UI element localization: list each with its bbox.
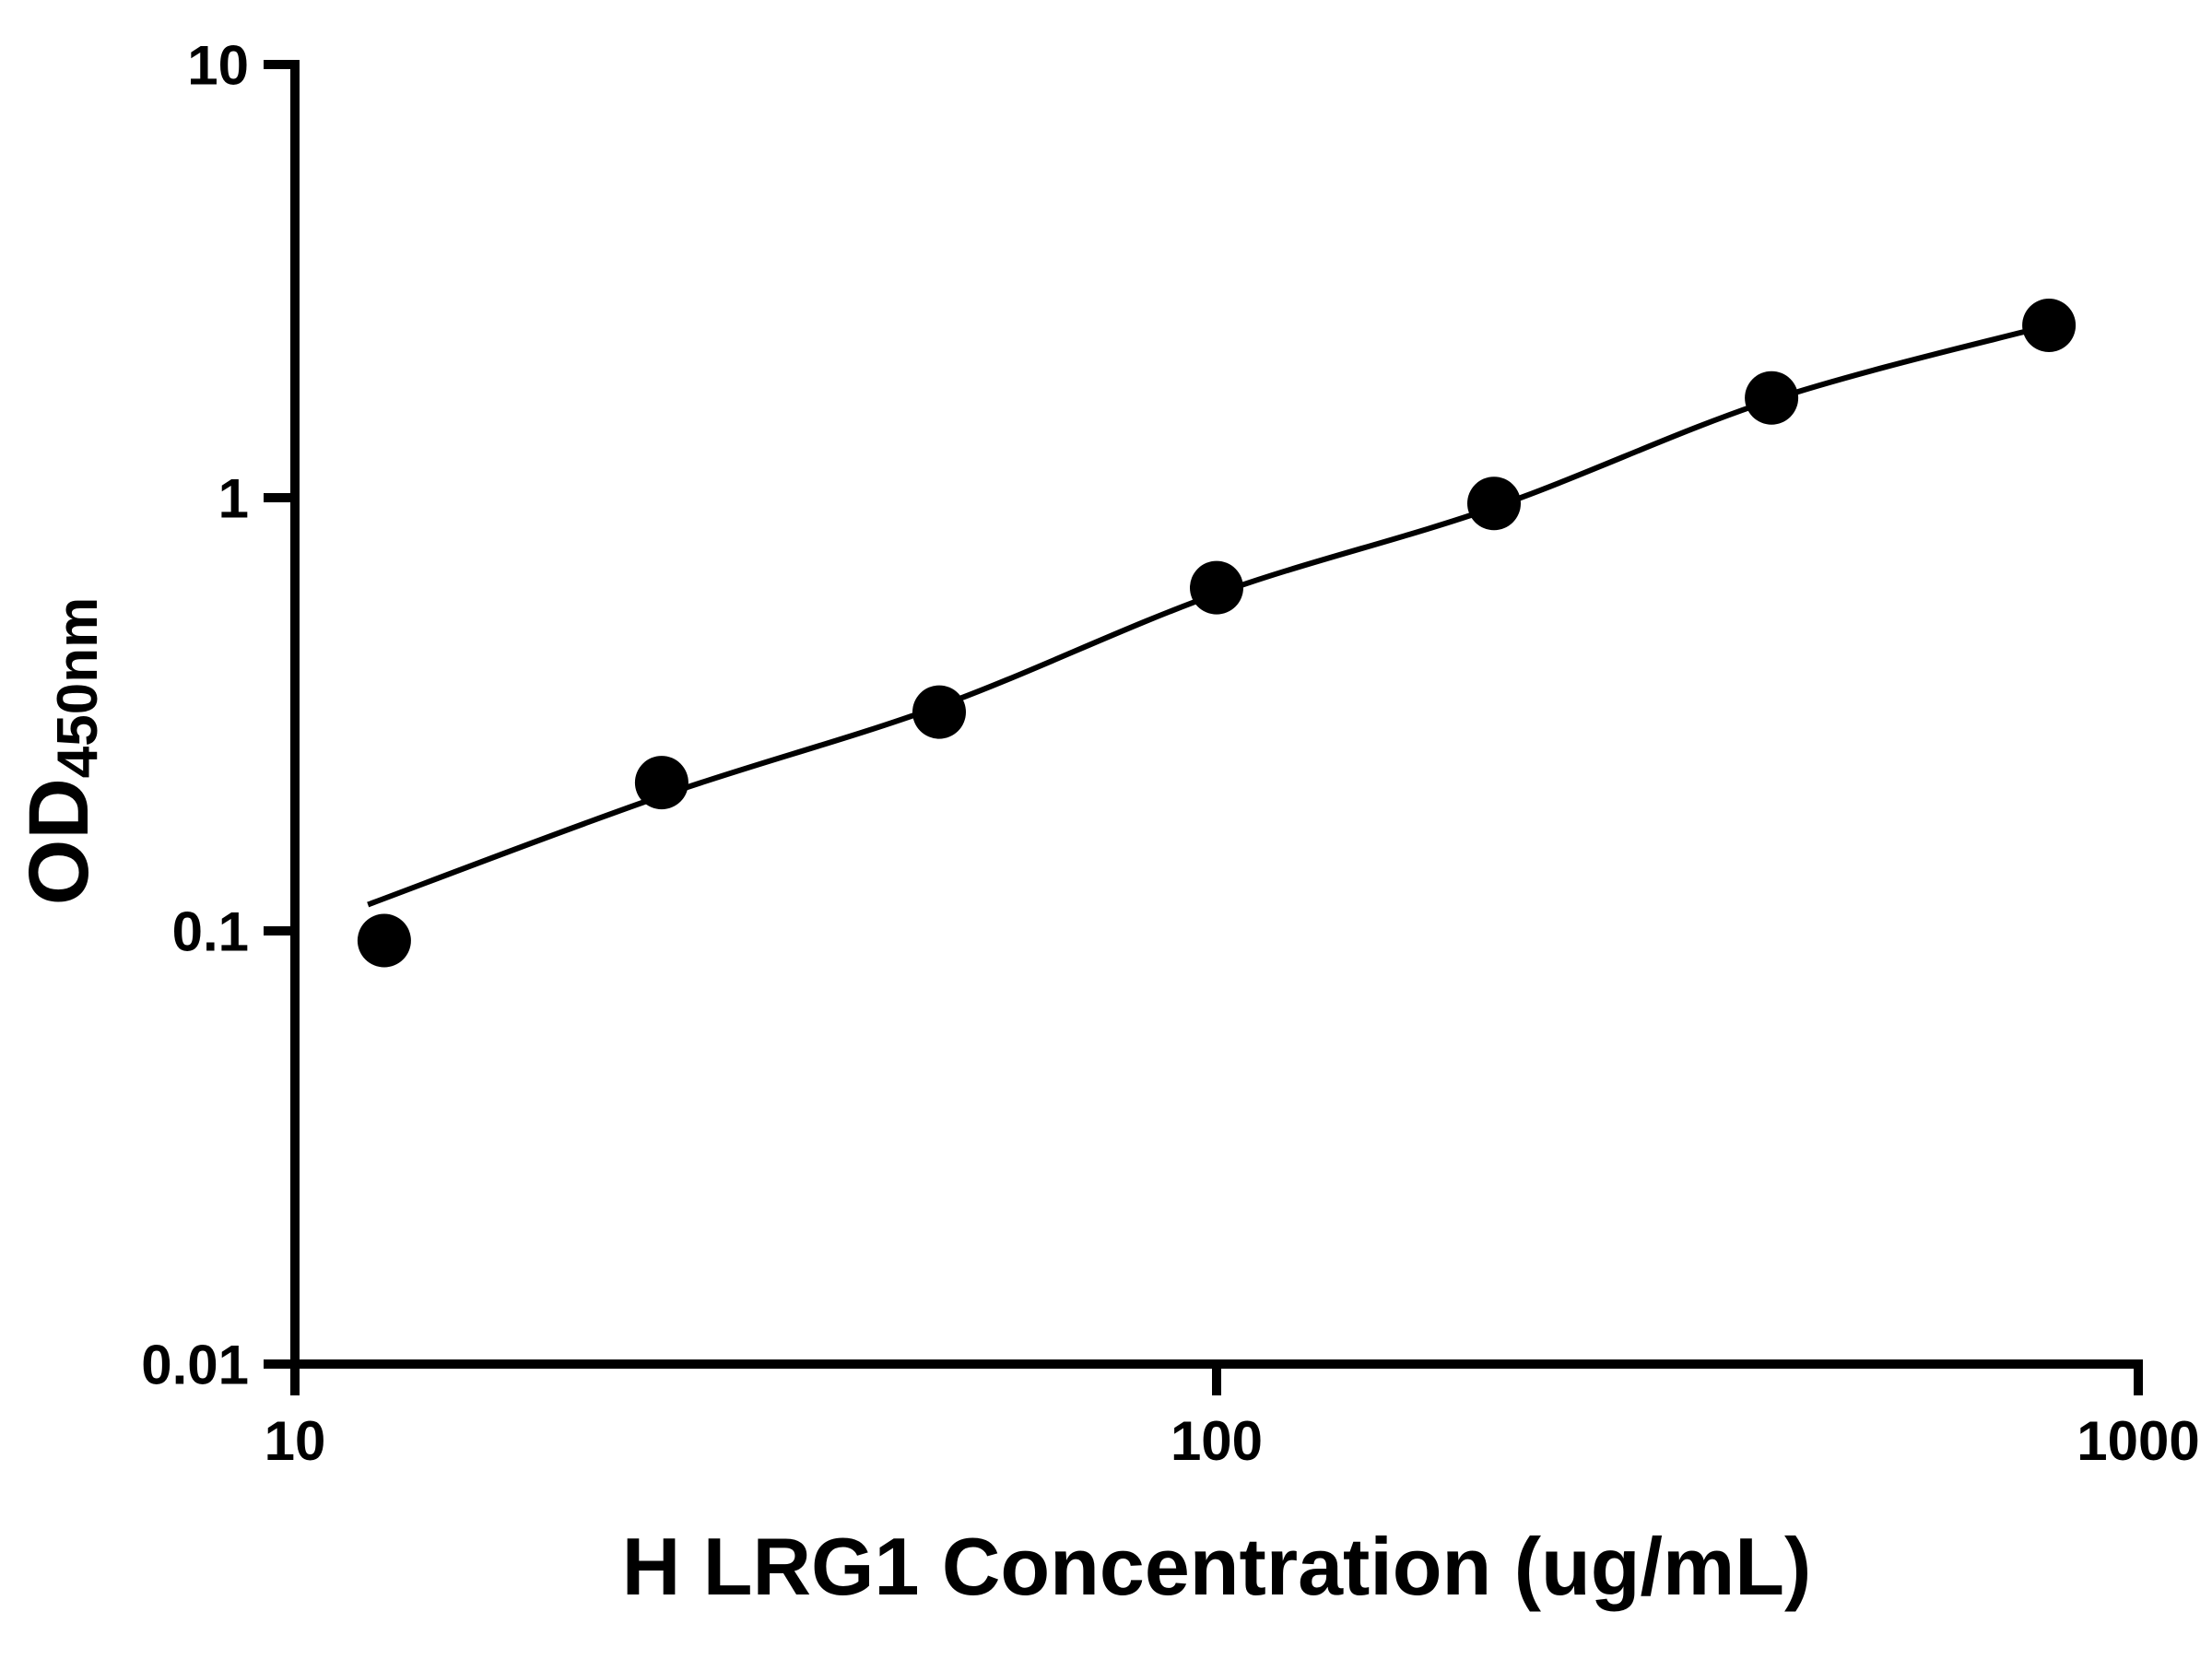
x-axis-title: H LRG1 Concentration (ug/mL): [622, 1521, 1812, 1612]
data-point: [1745, 371, 1799, 425]
x-tick-label: 10: [265, 1410, 326, 1472]
fit-curve-line: [367, 323, 2050, 908]
y-axis-title-sub: 450nm: [46, 597, 110, 778]
data-point: [912, 685, 966, 739]
x-tick-label: 100: [1171, 1410, 1263, 1472]
data-point: [1190, 560, 1243, 615]
y-tick-label: 0.1: [172, 901, 249, 963]
y-tick-label: 10: [187, 35, 249, 97]
y-tick-label: 1: [218, 468, 249, 530]
x-tick-label: 1000: [2077, 1410, 2199, 1472]
y-axis-title-main: OD: [12, 778, 106, 905]
data-point: [634, 756, 688, 810]
y-axis-title: OD450nm: [12, 597, 110, 905]
y-tick-label: 0.01: [141, 1335, 249, 1396]
axes-frame: [290, 60, 2143, 1369]
data-point: [2022, 299, 2077, 352]
data-point: [1467, 477, 1521, 531]
data-point: [357, 913, 411, 968]
